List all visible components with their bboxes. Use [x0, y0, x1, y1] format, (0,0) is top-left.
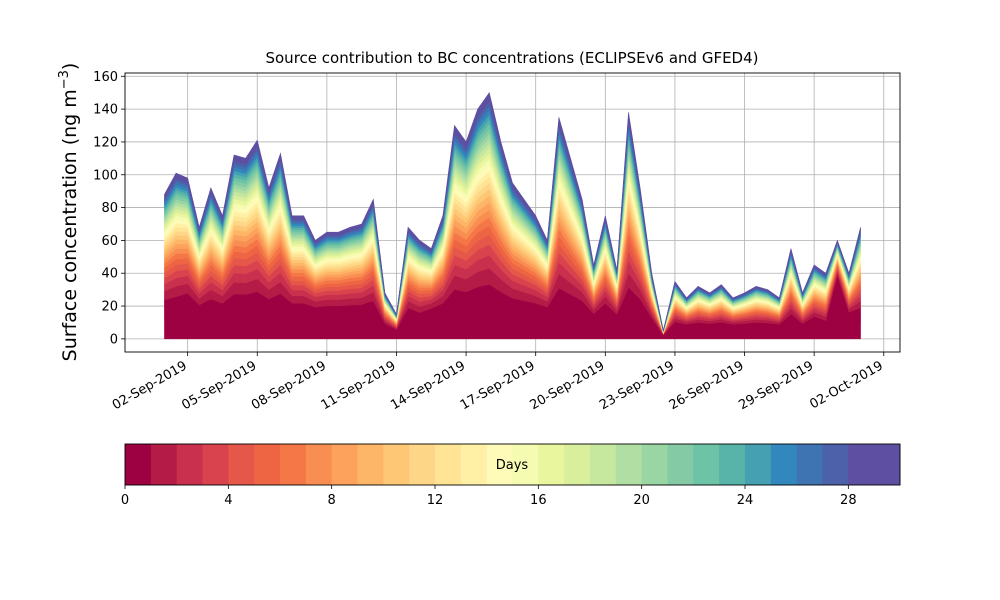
x-tick-label: 11-Sep-2019: [319, 358, 399, 413]
colorbar-tick-label: 20: [633, 493, 650, 508]
colorbar-swatch: [125, 444, 152, 485]
colorbar-tick-label: 0: [121, 493, 129, 508]
colorbar-swatch: [667, 444, 694, 485]
colorbar-swatch: [357, 444, 384, 485]
colorbar-swatch: [538, 444, 565, 485]
colorbar-swatch: [176, 444, 203, 485]
colorbar-swatch: [796, 444, 823, 485]
x-tick-label: 14-Sep-2019: [388, 358, 468, 413]
colorbar-swatch: [254, 444, 281, 485]
colorbar-swatch: [719, 444, 746, 485]
colorbar-swatch: [564, 444, 591, 485]
colorbar-tick-label: 8: [328, 493, 336, 508]
colorbar-swatch: [615, 444, 643, 485]
y-tick-label: 40: [101, 267, 118, 282]
y-tick-label: 0: [110, 332, 118, 347]
colorbar-swatch: [641, 444, 668, 485]
area-bands: [164, 91, 861, 340]
y-tick-label: 140: [93, 103, 118, 118]
colorbar-swatch: [848, 444, 875, 485]
colorbar-swatch: [331, 444, 358, 485]
x-tick-label: 08-Sep-2019: [249, 358, 329, 413]
colorbar-swatch: [745, 444, 772, 485]
y-tick-label: 120: [93, 135, 118, 150]
colorbar-swatch: [150, 444, 178, 485]
y-axis-label-close: ): [59, 63, 81, 70]
colorbar-swatch: [280, 444, 307, 485]
x-tick-label: 05-Sep-2019: [179, 358, 259, 413]
colorbar-swatch: [305, 444, 333, 485]
x-tick-label: 29-Sep-2019: [736, 358, 816, 413]
colorbar-swatch: [693, 444, 720, 485]
colorbar: 0 4 8 12 16 20 24 28: [121, 443, 901, 508]
y-tick-label: 60: [101, 234, 118, 249]
colorbar-swatch: [383, 444, 410, 485]
colorbar-tick-label: 4: [224, 493, 232, 508]
colorbar-swatch: [770, 444, 798, 485]
y-axis-label: Surface concentration (ng m−3): [57, 63, 81, 362]
colorbar-frame: [124, 443, 901, 486]
area-band-day-29: [164, 91, 861, 331]
colorbar-label: Days: [496, 458, 529, 473]
chart-title: Source contribution to BC concentrations…: [265, 49, 758, 67]
colorbar-swatch: [874, 444, 901, 485]
x-tick-label: 02-Oct-2019: [807, 358, 885, 412]
colorbar-tick-label: 28: [840, 493, 857, 508]
y-axis-label-sup: −3: [57, 70, 72, 89]
colorbar-tick-label: 12: [427, 493, 444, 508]
colorbar-swatch: [590, 444, 617, 485]
colorbar-swatch: [822, 444, 849, 485]
x-tick-label: 20-Sep-2019: [527, 358, 607, 413]
colorbar-swatch: [202, 444, 229, 485]
y-tick-label: 100: [93, 168, 118, 183]
plot-area: 0 20 40 60 80 100 120 140 160 02-Sep-201905-Sep-2…: [93, 70, 901, 413]
y-tick-label: 160: [93, 70, 118, 85]
axes-frame: [124, 72, 901, 353]
y-axis-label-main: Surface concentration (ng m: [59, 89, 81, 361]
colorbar-swatch: [435, 444, 462, 485]
colorbar-tick-label: 16: [530, 493, 547, 508]
colorbar-swatch: [409, 444, 436, 485]
colorbar-swatch: [460, 444, 488, 485]
colorbar-swatch: [486, 444, 513, 485]
x-tick-label: 02-Sep-2019: [110, 358, 190, 413]
y-tick-label: 20: [101, 300, 118, 315]
x-tick-label: 26-Sep-2019: [667, 358, 747, 413]
x-tick-label: 23-Sep-2019: [597, 358, 677, 413]
x-tick-label: 17-Sep-2019: [458, 358, 538, 413]
y-tick-label: 80: [101, 201, 118, 216]
svg-text:Surface concentration (ng m−3): Surface concentration (ng m−3): [57, 63, 81, 362]
colorbar-tick-label: 24: [737, 493, 754, 508]
colorbar-swatch: [228, 444, 255, 485]
colorbar-swatch: [512, 444, 539, 485]
